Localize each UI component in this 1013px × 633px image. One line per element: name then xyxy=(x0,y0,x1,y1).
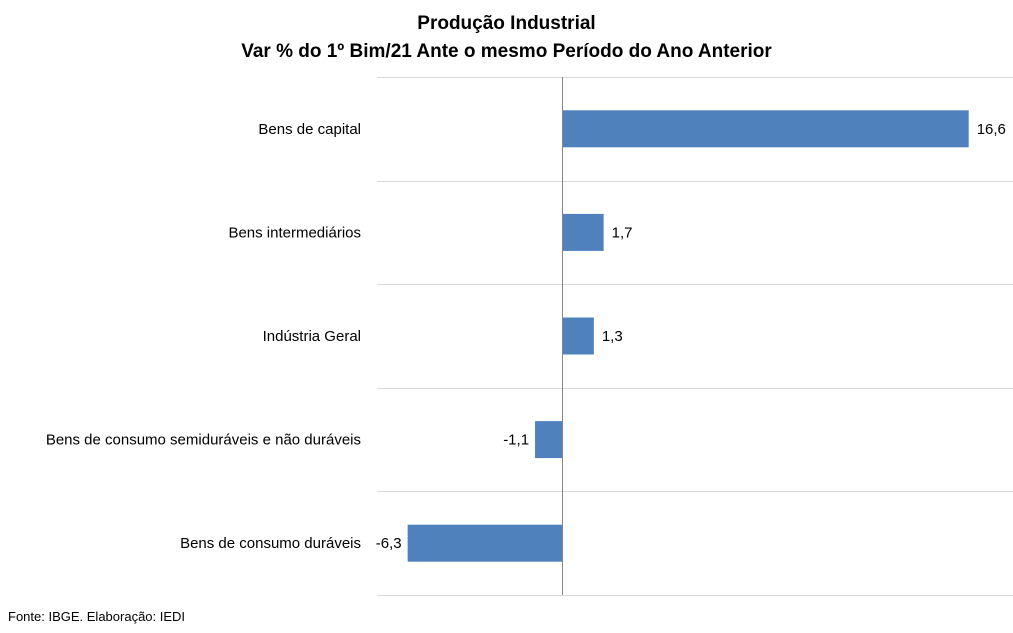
data-label: 1,3 xyxy=(602,328,623,345)
chart-title-block: Produção Industrial Var % do 1º Bim/21 A… xyxy=(0,10,1013,66)
data-label: 1,7 xyxy=(612,224,633,241)
category-label: Bens de consumo duráveis xyxy=(180,535,361,552)
source-note: Fonte: IBGE. Elaboração: IEDI xyxy=(8,609,186,624)
bar xyxy=(562,110,969,148)
chart-title: Produção Industrial xyxy=(417,13,596,34)
data-label: -6,3 xyxy=(376,535,402,552)
category-label: Indústria Geral xyxy=(263,328,361,345)
bar xyxy=(562,317,594,355)
category-label: Bens intermediários xyxy=(228,224,361,241)
bar xyxy=(407,524,562,562)
data-label: 16,6 xyxy=(977,121,1006,138)
category-label: Bens de consumo semiduráveis e não duráv… xyxy=(46,432,361,449)
bar xyxy=(535,421,562,459)
bar xyxy=(562,213,604,251)
category-label: Bens de capital xyxy=(258,121,361,138)
data-label: -1,1 xyxy=(503,432,529,449)
chart-subtitle: Var % do 1º Bim/21 Ante o mesmo Período … xyxy=(241,41,772,62)
